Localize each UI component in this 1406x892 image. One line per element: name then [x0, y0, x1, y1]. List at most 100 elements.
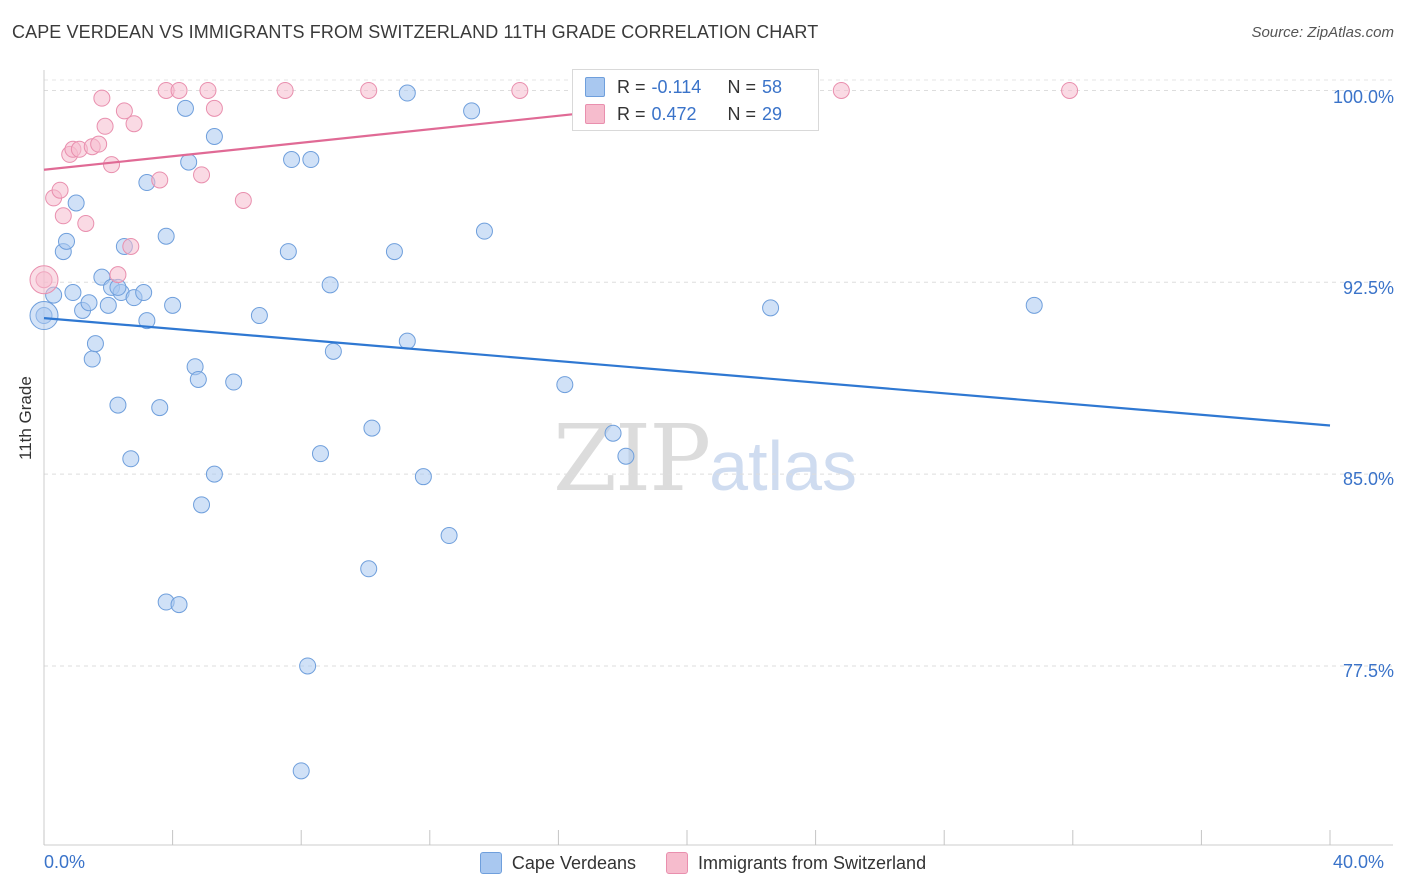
- data-point-switzerland: [1061, 81, 1079, 99]
- data-point-cape-verdean: [86, 335, 104, 353]
- trend-line-cape-verdean: [43, 317, 1331, 427]
- y-tick-label: 92.5%: [1342, 278, 1394, 298]
- y-tick-label: 100.0%: [1332, 87, 1394, 107]
- data-point-switzerland: [115, 102, 133, 120]
- chart-title: CAPE VERDEAN VS IMMIGRANTS FROM SWITZERL…: [12, 22, 819, 42]
- watermark: ZIPatlas: [553, 405, 857, 512]
- data-point-cape-verdean: [311, 445, 329, 463]
- data-point-switzerland: [151, 171, 169, 189]
- legend-swatch-blue: [479, 852, 502, 874]
- data-point-cape-verdean: [475, 222, 493, 240]
- data-point-cape-verdean: [292, 762, 310, 780]
- legend-r-value: -0.114: [651, 76, 702, 97]
- legend-label: Immigrants from Switzerland: [698, 852, 927, 873]
- data-point-cape-verdean: [122, 450, 140, 468]
- data-point-switzerland: [93, 89, 111, 107]
- data-point-cape-verdean: [440, 527, 458, 545]
- data-point-switzerland: [122, 237, 140, 255]
- y-tick-label: 85.0%: [1342, 469, 1394, 489]
- data-point-cape-verdean: [302, 151, 320, 169]
- data-point-cape-verdean: [205, 465, 223, 483]
- legend-n-label: N =: [727, 76, 757, 97]
- data-point-switzerland: [205, 99, 223, 117]
- legend-r-value: 0.472: [651, 103, 697, 124]
- data-point-switzerland: [360, 81, 378, 99]
- data-point-cape-verdean: [279, 243, 297, 261]
- data-point-switzerland: [199, 81, 217, 99]
- data-point-cape-verdean: [64, 284, 82, 302]
- legend-r-label: R =: [617, 76, 646, 97]
- data-point-cape-verdean: [176, 99, 194, 117]
- legend-swatch-pink: [585, 104, 605, 124]
- data-point-switzerland: [90, 135, 108, 153]
- data-point-switzerland: [109, 266, 127, 284]
- data-point-cape-verdean: [135, 284, 153, 302]
- legend-label: Cape Verdeans: [511, 852, 637, 873]
- data-point-cape-verdean: [83, 350, 101, 368]
- data-point-switzerland: [234, 191, 252, 209]
- data-point-cape-verdean: [250, 307, 268, 325]
- data-point-cape-verdean: [67, 194, 85, 212]
- data-point-cape-verdean: [363, 419, 381, 437]
- data-point-switzerland: [125, 115, 143, 133]
- data-point-switzerland-large: [29, 265, 59, 295]
- x-tick-label-max: 40.0%: [1333, 852, 1385, 872]
- data-point-cape-verdean: [556, 376, 574, 394]
- data-point-switzerland: [54, 207, 72, 225]
- legend-row-switzerland: R = 0.472 N = 29: [585, 102, 782, 126]
- legend-n-label: N =: [727, 103, 757, 124]
- data-point-cape-verdean: [360, 560, 378, 578]
- data-point-cape-verdean-large: [29, 301, 59, 331]
- x-tick-label-min: 0.0%: [44, 852, 86, 872]
- data-point-switzerland: [276, 81, 294, 99]
- data-point-switzerland: [511, 81, 529, 99]
- data-point-cape-verdean: [180, 153, 198, 171]
- data-point-switzerland: [77, 214, 95, 232]
- data-point-cape-verdean: [157, 227, 175, 245]
- data-point-cape-verdean: [151, 399, 169, 417]
- data-point-cape-verdean: [617, 447, 635, 465]
- data-point-cape-verdean: [398, 84, 416, 102]
- data-point-cape-verdean: [109, 396, 127, 414]
- data-point-cape-verdean: [398, 332, 416, 350]
- legend-n-value: 58: [762, 76, 783, 97]
- data-point-switzerland: [170, 81, 188, 99]
- data-point-switzerland: [96, 117, 114, 135]
- y-tick-label: 77.5%: [1342, 661, 1394, 681]
- data-point-switzerland: [193, 166, 211, 184]
- legend-item-cape-verdeans: Cape Verdeans: [479, 852, 637, 874]
- legend-row-cape-verdeans: R = -0.114 N = 58: [585, 75, 782, 99]
- data-point-cape-verdean: [604, 424, 622, 442]
- legend-swatch-pink: [666, 852, 689, 874]
- data-point-cape-verdean: [170, 596, 188, 614]
- data-point-cape-verdean: [1025, 296, 1043, 314]
- data-point-cape-verdean: [283, 151, 301, 169]
- data-point-cape-verdean: [463, 102, 481, 120]
- data-point-switzerland: [103, 156, 121, 174]
- data-point-cape-verdean: [299, 657, 317, 675]
- data-point-cape-verdean: [321, 276, 339, 294]
- data-point-switzerland: [51, 181, 69, 199]
- stats-legend: R = -0.114 N = 58 R = 0.472 N = 29: [572, 69, 819, 131]
- data-point-cape-verdean: [385, 243, 403, 261]
- data-point-cape-verdean: [193, 496, 211, 514]
- legend-swatch-blue: [585, 77, 605, 97]
- data-point-cape-verdean: [58, 232, 76, 250]
- data-point-cape-verdean: [762, 299, 780, 317]
- series-legend: Cape Verdeans Immigrants from Switzerlan…: [0, 852, 1406, 874]
- data-point-cape-verdean: [205, 128, 223, 146]
- data-point-cape-verdean: [324, 342, 342, 360]
- data-point-cape-verdean: [138, 312, 156, 330]
- legend-n-value: 29: [762, 103, 783, 124]
- data-point-cape-verdean: [99, 296, 117, 314]
- watermark-atlas: atlas: [709, 427, 858, 505]
- legend-r-label: R =: [617, 103, 646, 124]
- legend-item-switzerland: Immigrants from Switzerland: [666, 852, 926, 874]
- data-point-cape-verdean: [225, 373, 243, 391]
- data-point-cape-verdean: [414, 468, 432, 486]
- data-point-switzerland: [832, 81, 850, 99]
- data-point-cape-verdean: [189, 370, 207, 388]
- data-point-cape-verdean: [80, 294, 98, 312]
- source-credit: Source: ZipAtlas.com: [1251, 24, 1394, 41]
